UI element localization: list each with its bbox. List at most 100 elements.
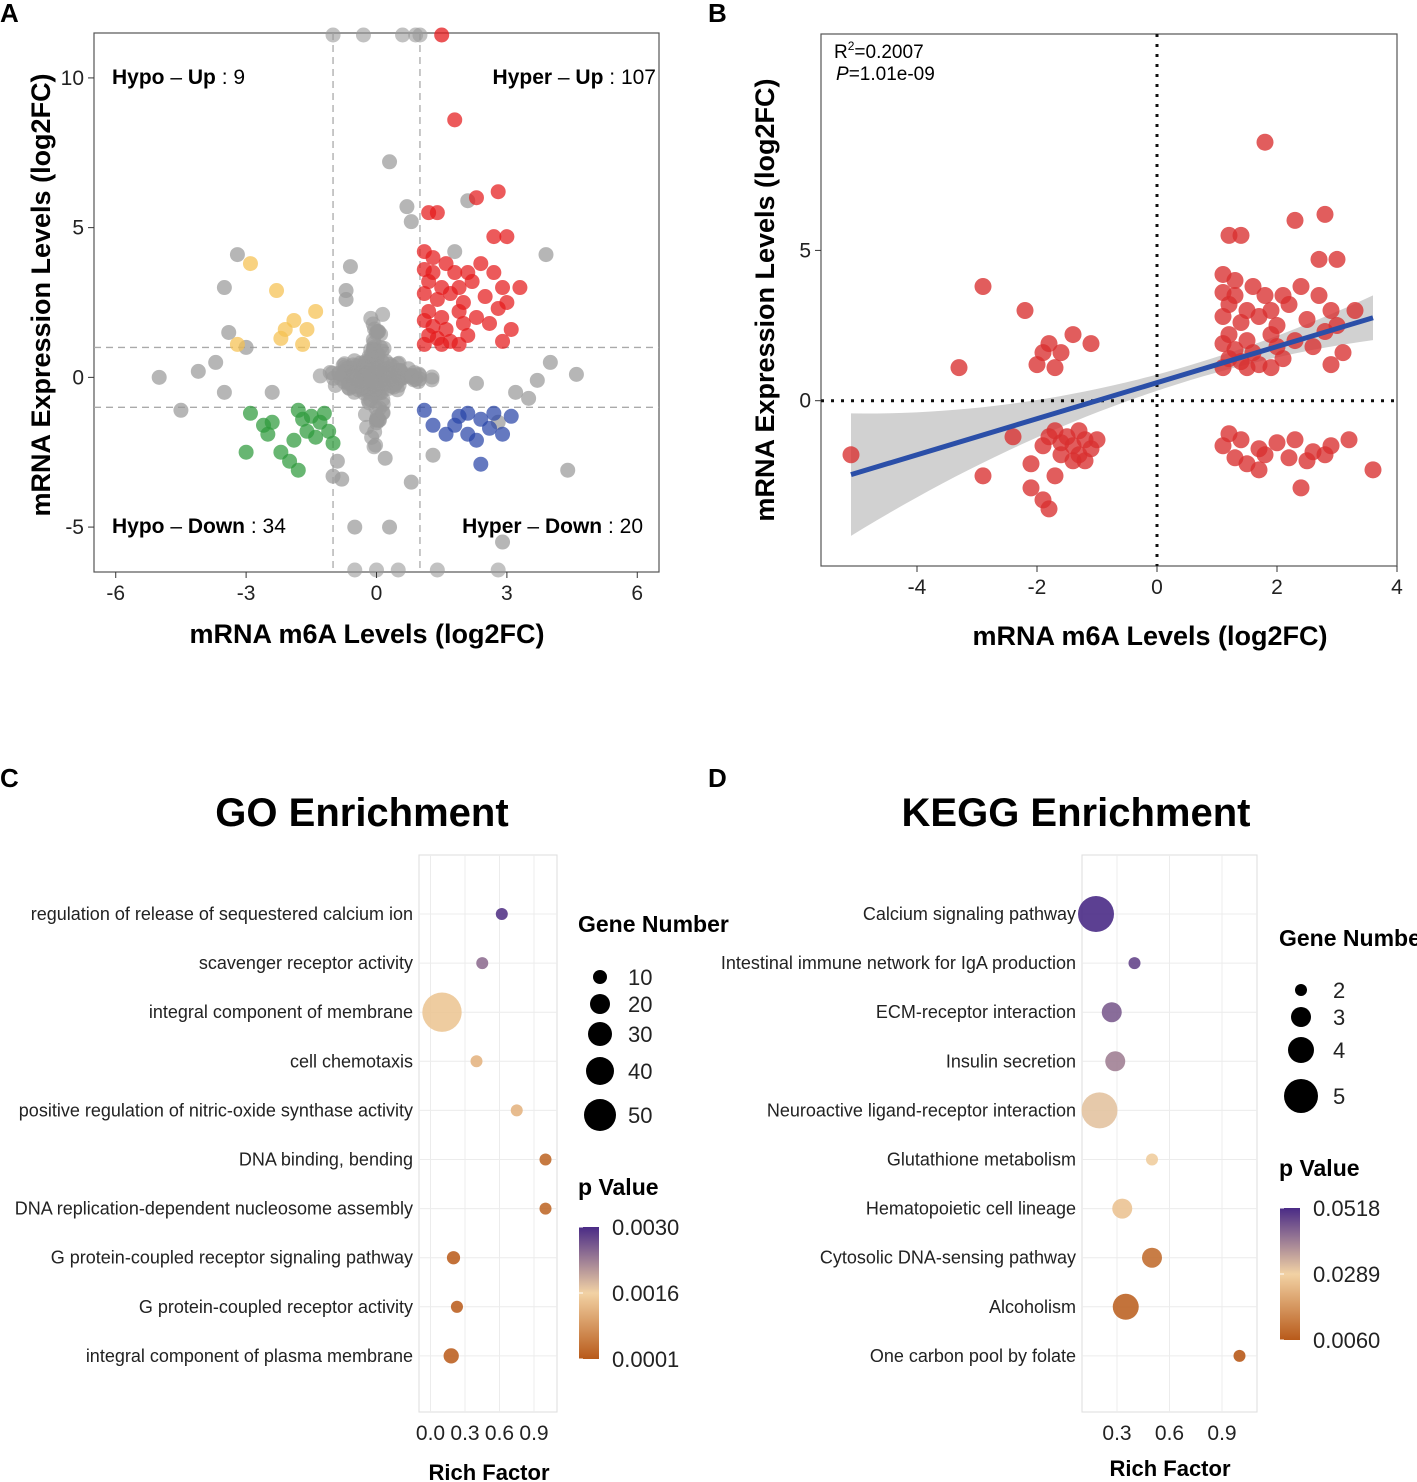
enrichment-dot — [1078, 896, 1114, 932]
hyper-up-point — [429, 292, 445, 308]
panel-letter-d: D — [708, 763, 727, 793]
go-enrichment-chart: GO Enrichment regulation of release of s… — [15, 791, 729, 1482]
hypo-down-point — [238, 444, 254, 460]
hyper-down-point — [473, 456, 489, 472]
enrichment-dot — [1142, 1247, 1162, 1268]
ns-edge-point — [490, 562, 506, 578]
ns-outliers-point — [229, 247, 245, 263]
hyper-up-point — [447, 112, 463, 128]
ns-point — [404, 367, 420, 383]
x-tick-label: 3 — [501, 582, 513, 605]
correlation-scatter-chart: -4 -2 0 2 4 0 5 R2=0.2007 P=1.01e-09 mRNA m6A … — [750, 33, 1403, 651]
size-legend-label: 4 — [1333, 1038, 1345, 1063]
data-point — [1052, 446, 1070, 464]
axis-ticks: 0.3 0.6 0.9 — [1102, 1422, 1236, 1445]
term-label: Glutathione metabolism — [887, 1150, 1076, 1170]
hyper-up-point — [512, 280, 528, 296]
term-label: Hematopoietic cell lineage — [866, 1199, 1076, 1219]
data-point — [1286, 431, 1304, 449]
term-label: Calcium signaling pathway — [863, 904, 1076, 924]
data-point — [1274, 350, 1292, 368]
data-point — [1250, 461, 1268, 479]
ns-edge-point — [412, 27, 428, 43]
hypo-down-point — [242, 405, 258, 421]
data-point — [1346, 302, 1364, 320]
grid — [419, 855, 557, 1412]
data-point — [1280, 296, 1298, 314]
y-tick-label: 0 — [799, 390, 811, 413]
color-legend: 0.0030 0.0016 0.0001 — [579, 1215, 679, 1372]
size-legend: 23 4 5 — [1284, 978, 1345, 1113]
ns-edge-point — [355, 27, 371, 43]
data-point — [1034, 437, 1052, 455]
data-point — [1256, 286, 1274, 304]
data-point — [1232, 314, 1250, 332]
hypo-down-point — [256, 417, 271, 433]
data-point — [1340, 431, 1358, 449]
ns-outliers-point — [334, 471, 350, 487]
data-point — [1232, 431, 1250, 449]
ns-edge-point — [347, 562, 363, 578]
hyper-up-point — [499, 229, 515, 245]
term-label: Neuroactive ligand-receptor interaction — [767, 1100, 1076, 1120]
hyper-down-point — [486, 405, 502, 421]
hyper-up-point — [464, 274, 480, 290]
x-tick-label: 0.9 — [519, 1422, 548, 1445]
data-point — [1034, 491, 1052, 509]
data-point — [1298, 452, 1316, 470]
enrichment-dot — [1112, 1293, 1139, 1320]
term-label: integral component of membrane — [149, 1002, 413, 1022]
ns-point — [361, 395, 377, 411]
hypo-down-point — [321, 423, 337, 439]
size-legend-dot — [588, 1022, 612, 1046]
term-label: G protein-coupled receptor signaling pat… — [51, 1248, 413, 1268]
ns-outliers-point — [377, 450, 393, 466]
ns-edge-point — [325, 27, 341, 43]
x-tick-label: 0 — [371, 582, 383, 605]
x-tick-label: -3 — [237, 582, 256, 605]
x-tick-label: 0 — [1151, 576, 1163, 599]
enrichment-dot — [1112, 1198, 1133, 1219]
y-axis-title: mRNA Expression Levels (log2FC) — [26, 73, 56, 516]
data-point — [1316, 205, 1334, 223]
hyper-up-point — [503, 321, 519, 337]
ns-point — [365, 316, 381, 332]
enrichment-dot — [1101, 1002, 1122, 1023]
ns-outliers-point — [382, 154, 398, 170]
size-legend-label: 3 — [1333, 1005, 1345, 1030]
term-label: One carbon pool by folate — [870, 1346, 1076, 1366]
size-legend-dot — [1295, 984, 1307, 996]
x-axis-title: mRNA m6A Levels (log2FC) — [972, 621, 1327, 651]
ns-point — [378, 375, 394, 391]
hyper-up-point — [495, 280, 511, 296]
y-tick-label: 5 — [72, 217, 84, 240]
hyper-up-point — [434, 336, 450, 352]
hyper-up-point — [429, 205, 445, 221]
enrichment-dot — [1146, 1153, 1158, 1166]
data-point — [1022, 455, 1040, 473]
ns-outliers-point — [560, 462, 576, 478]
data-point — [1256, 446, 1274, 464]
hyper-up-point — [477, 289, 493, 305]
x-tick-label: 0.6 — [1155, 1422, 1184, 1445]
term-labels: regulation of release of sequestered cal… — [15, 904, 413, 1366]
hyper-up-point — [447, 265, 463, 281]
size-legend-dot — [1291, 1007, 1311, 1027]
ns-outliers-point — [529, 372, 545, 388]
x-axis-title: Rich Factor — [428, 1460, 549, 1482]
term-label: DNA binding, bending — [239, 1150, 413, 1170]
ns-point — [366, 439, 382, 455]
data-point — [1046, 359, 1064, 377]
term-label: positive regulation of nitric-oxide synt… — [19, 1100, 413, 1120]
x-axis-title: Rich Factor — [1109, 1456, 1230, 1481]
hypo-up-point — [308, 303, 324, 319]
hypo-up-point — [299, 321, 315, 337]
ns-point — [375, 405, 391, 421]
data-point — [1004, 428, 1022, 446]
size-legend-label: 20 — [628, 992, 652, 1017]
hyper-down-point — [482, 420, 497, 436]
ns-outliers-point — [403, 214, 419, 230]
y-tick-label: -5 — [65, 516, 84, 539]
y-axis-title: mRNA Expression Levels (log2FC) — [750, 78, 780, 521]
ns-outliers-point — [347, 519, 363, 535]
